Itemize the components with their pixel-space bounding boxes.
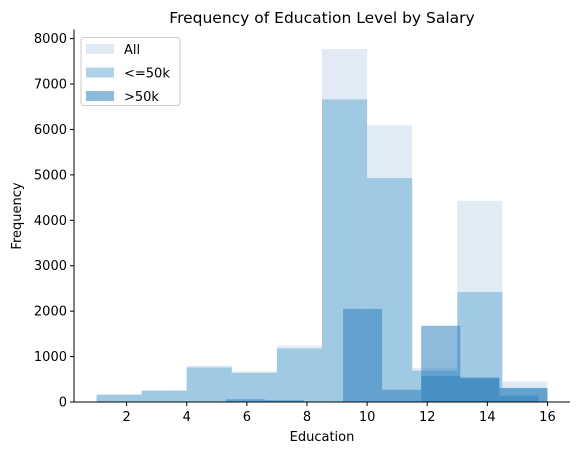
x-ticks: 2 4 6 8 10 12 14 16	[122, 402, 555, 425]
x-tick-label: 14	[479, 410, 496, 425]
y-tick-label: 1000	[34, 350, 67, 365]
y-tick-label: 4000	[34, 214, 67, 229]
x-tick-label: 4	[183, 410, 191, 425]
x-tick-label: 12	[419, 410, 436, 425]
bar	[187, 367, 232, 402]
x-tick-label: 2	[122, 410, 130, 425]
bar	[343, 309, 382, 402]
x-tick-label: 6	[243, 410, 251, 425]
x-tick-label: 10	[359, 410, 376, 425]
bar	[382, 390, 421, 402]
y-tick-label: 5000	[34, 168, 67, 183]
y-tick-label: 6000	[34, 123, 67, 138]
y-ticks: 0 1000 2000 3000 4000 5000 6000 7000 8000	[34, 32, 74, 410]
y-tick-label: 8000	[34, 32, 67, 47]
x-tick-label: 16	[539, 410, 556, 425]
bar	[232, 373, 277, 402]
legend-label: <=50k	[124, 67, 170, 82]
chart-title: Frequency of Education Level by Salary	[169, 9, 474, 27]
bar	[97, 395, 142, 402]
y-tick-label: 0	[59, 396, 67, 411]
bar	[499, 388, 547, 402]
y-axis-title: Frequency	[10, 182, 25, 249]
bar	[421, 326, 460, 402]
legend-label: All	[124, 43, 140, 58]
bar	[277, 348, 322, 402]
y-tick-label: 3000	[34, 259, 67, 274]
legend-label: >50k	[124, 90, 159, 105]
legend-swatch	[86, 91, 114, 101]
legend: All <=50k >50k	[81, 38, 180, 106]
bar	[142, 391, 187, 402]
y-tick-label: 2000	[34, 305, 67, 320]
x-axis-title: Education	[290, 430, 355, 445]
legend-swatch	[86, 68, 114, 78]
x-tick-label: 8	[303, 410, 311, 425]
legend-swatch	[86, 44, 114, 54]
y-tick-label: 7000	[34, 78, 67, 93]
bar	[460, 378, 499, 402]
